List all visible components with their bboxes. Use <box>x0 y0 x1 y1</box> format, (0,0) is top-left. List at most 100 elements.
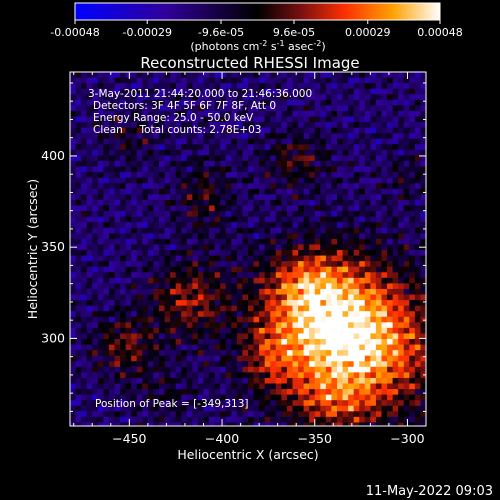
heatmap-cell <box>75 311 82 318</box>
heatmap-cell <box>103 238 110 246</box>
heatmap-cell <box>370 372 377 379</box>
heatmap-cell <box>331 316 338 323</box>
heatmap-cell <box>136 149 143 157</box>
heatmap-cell <box>86 110 93 118</box>
heatmap-cell <box>131 110 138 118</box>
heatmap-cell <box>70 88 77 95</box>
heatmap-cell <box>387 339 394 346</box>
heatmap-cell <box>409 77 416 84</box>
heatmap-cell <box>220 88 227 95</box>
heatmap-cell <box>186 127 193 134</box>
heatmap-cell <box>75 199 82 207</box>
heatmap-cell <box>331 255 338 262</box>
heatmap-cell <box>398 72 405 79</box>
heatmap-cell <box>131 416 138 424</box>
heatmap-cell <box>114 272 121 279</box>
heatmap-cell <box>398 322 405 329</box>
heatmap-cell <box>259 383 266 390</box>
heatmap-cell <box>381 116 388 123</box>
heatmap-cell <box>286 383 294 390</box>
heatmap-cell <box>259 322 266 329</box>
heatmap-cell <box>225 99 232 106</box>
heatmap-cell <box>97 266 104 273</box>
heatmap-cell <box>292 227 299 234</box>
heatmap-cell <box>75 149 82 157</box>
heatmap-cell <box>142 288 149 296</box>
heatmap-cell <box>214 277 221 284</box>
heatmap-cell <box>303 149 310 157</box>
heatmap-cell <box>225 394 232 401</box>
heatmap-cell <box>170 261 177 268</box>
heatmap-cell <box>197 161 205 168</box>
heatmap-cell <box>325 133 333 140</box>
heatmap-cell <box>286 161 294 168</box>
heatmap-cell <box>153 250 160 257</box>
heatmap-cell <box>342 205 349 212</box>
heatmap-cell <box>103 377 110 385</box>
heatmap-cell <box>337 294 344 301</box>
heatmap-cell <box>120 377 127 385</box>
heatmap-cell <box>175 277 182 284</box>
heatmap-cell <box>359 138 366 145</box>
heatmap-cell <box>420 350 426 357</box>
heatmap-cell <box>259 389 266 396</box>
heatmap-cell <box>270 255 277 262</box>
heatmap-cell <box>192 161 199 168</box>
heatmap-cell <box>214 188 221 195</box>
heatmap-cell <box>181 366 188 373</box>
heatmap-cell <box>181 305 188 312</box>
heatmap-cell <box>209 389 216 396</box>
heatmap-cell <box>320 405 327 412</box>
heatmap-cell <box>175 244 182 251</box>
heatmap-cell <box>320 155 327 162</box>
heatmap-cell <box>359 172 366 179</box>
heatmap-cell <box>253 216 260 223</box>
heatmap-cell <box>209 316 216 323</box>
colorbar-tick-label: 0.00048 <box>417 26 463 39</box>
heatmap-cell <box>114 94 121 101</box>
heatmap-cell <box>387 216 394 223</box>
heatmap-cell <box>409 233 416 240</box>
heatmap-cell <box>331 294 338 301</box>
heatmap-cell <box>275 149 282 157</box>
heatmap-cell <box>214 294 221 301</box>
heatmap-cell <box>214 83 221 90</box>
heatmap-cell <box>381 389 388 396</box>
heatmap-cell <box>375 233 383 240</box>
heatmap-cell <box>214 205 221 212</box>
heatmap-cell <box>409 355 416 362</box>
heatmap-cell <box>153 344 160 351</box>
heatmap-cell <box>398 211 405 218</box>
heatmap-cell <box>75 194 82 201</box>
heatmap-cell <box>375 72 383 79</box>
heatmap-cell <box>125 272 132 279</box>
heatmap-cell <box>303 316 310 323</box>
heatmap-cell <box>114 238 121 246</box>
heatmap-cell <box>103 372 110 379</box>
heatmap-cell <box>86 222 93 229</box>
heatmap-cell <box>108 116 116 123</box>
heatmap-cell <box>220 199 227 207</box>
y-tick-label: 400 <box>41 148 65 163</box>
heatmap-cell <box>398 283 405 290</box>
heatmap-cell <box>86 238 93 246</box>
heatmap-cell <box>370 333 377 340</box>
heatmap-cell <box>303 116 310 123</box>
heatmap-cell <box>86 333 93 340</box>
heatmap-cell <box>392 422 399 426</box>
heatmap-cell <box>398 149 405 157</box>
heatmap-cell <box>153 194 160 201</box>
heatmap-cell <box>348 344 355 351</box>
heatmap-cell <box>303 155 310 162</box>
heatmap-cell <box>203 188 210 195</box>
heatmap-cell <box>364 227 371 234</box>
heatmap-cell <box>259 400 266 407</box>
heatmap-cell <box>136 138 143 145</box>
heatmap-cell <box>114 172 121 179</box>
heatmap-cell <box>420 166 426 173</box>
heatmap-cell <box>292 261 299 268</box>
heatmap-cell <box>86 99 93 106</box>
heatmap-cell <box>409 305 416 312</box>
heatmap-cell <box>231 227 238 234</box>
heatmap-cell <box>398 233 405 240</box>
